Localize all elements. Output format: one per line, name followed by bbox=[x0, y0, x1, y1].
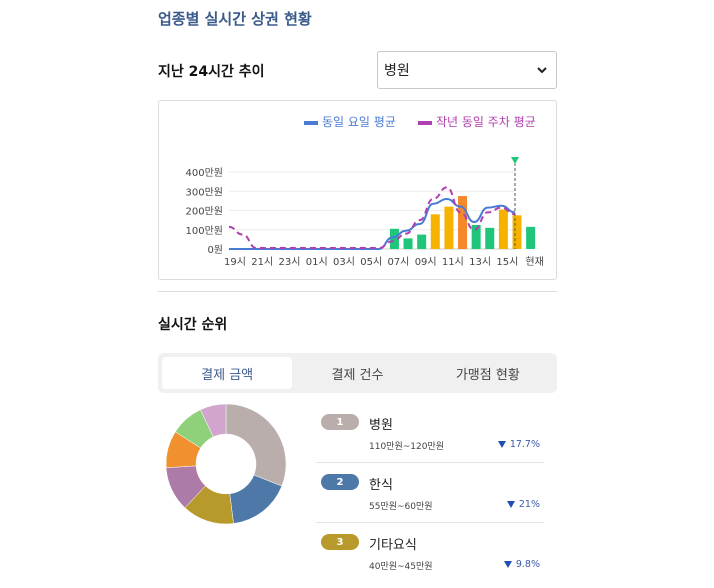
down-triangle-icon bbox=[506, 501, 515, 508]
ranking-item[interactable]: 1 병원 110만원~120만원 17.7% bbox=[316, 403, 544, 463]
legend-weekday-label: 동일 요일 평균 bbox=[322, 115, 396, 129]
legend-lastyear-label: 작년 동일 주차 평균 bbox=[436, 115, 536, 129]
down-triangle-icon bbox=[503, 561, 512, 568]
y-tick-label: 300만원 bbox=[186, 186, 224, 198]
y-tick-label: 200만원 bbox=[186, 206, 224, 218]
rank-name: 한식 bbox=[369, 478, 393, 493]
rank-change: 17.7% bbox=[497, 439, 540, 450]
ranking-donut-chart bbox=[165, 403, 287, 525]
rank-name: 기타요식 bbox=[369, 538, 417, 553]
chart-bar bbox=[512, 215, 522, 249]
y-tick-label: 100만원 bbox=[186, 225, 224, 237]
x-tick-label: 현재 bbox=[525, 256, 543, 268]
tab-payment-amount[interactable]: 결제 금액 bbox=[162, 357, 293, 389]
rank-range: 110만원~120만원 bbox=[369, 442, 445, 452]
rank-change-value: 9.8% bbox=[515, 559, 540, 570]
trend-chart-svg: 동일 요일 평균 작년 동일 주차 평균 400만원 300만원 200만원 100만… bbox=[186, 115, 544, 268]
rank-range: 55만원~60만원 bbox=[369, 502, 433, 512]
rank-change-value: 17.7% bbox=[509, 439, 540, 450]
rank-badge: 2 bbox=[321, 474, 359, 490]
industry-select[interactable]: 병원 bbox=[377, 51, 557, 89]
x-tick-label: 01시 bbox=[306, 256, 328, 268]
current-time-marker-icon bbox=[511, 157, 519, 164]
chart-bar bbox=[485, 227, 495, 249]
chart-bar bbox=[471, 224, 481, 249]
ranking-item[interactable]: 2 한식 55만원~60만원 21% bbox=[316, 463, 544, 523]
industry-select-value: 병원 bbox=[384, 63, 410, 79]
chart-bar bbox=[417, 234, 427, 249]
tab-merchant-status[interactable]: 가맹점 현황 bbox=[455, 367, 520, 383]
chart-bar bbox=[458, 196, 468, 249]
x-tick-label: 09시 bbox=[415, 256, 437, 268]
ranking-label: 실시간 순위 bbox=[158, 317, 228, 333]
donut-slice[interactable] bbox=[200, 403, 227, 438]
x-tick-label: 23시 bbox=[279, 256, 301, 268]
lastyear-avg-line bbox=[228, 186, 516, 250]
chart-bar bbox=[444, 206, 454, 249]
trend-label: 지난 24시간 추이 bbox=[158, 64, 265, 80]
rank-badge: 1 bbox=[321, 414, 359, 430]
x-tick-label: 07시 bbox=[387, 256, 409, 268]
x-tick-label: 05시 bbox=[360, 256, 382, 268]
chart-bar bbox=[526, 226, 536, 249]
chart-bar bbox=[403, 238, 413, 249]
section-divider bbox=[158, 291, 557, 292]
page-title: 업종별 실시간 상권 현황 bbox=[158, 10, 312, 28]
ranking-list: 1 병원 110만원~120만원 17.7% 2 한식 55만원~60만원 21… bbox=[316, 403, 544, 583]
trend-chart: 동일 요일 평균 작년 동일 주차 평균 400만원 300만원 200만원 100만… bbox=[158, 100, 557, 280]
ranking-item[interactable]: 3 기타요식 40만원~45만원 9.8% bbox=[316, 523, 544, 583]
rank-range: 40만원~45만원 bbox=[369, 562, 433, 572]
chevron-down-icon bbox=[537, 67, 547, 74]
chart-bar bbox=[389, 228, 399, 249]
rank-change: 9.8% bbox=[503, 559, 540, 570]
donut-slice[interactable] bbox=[225, 403, 287, 487]
ranking-tabs: 결제 금액 결제 건수 가맹점 현황 bbox=[158, 353, 557, 393]
rank-badge: 3 bbox=[321, 534, 359, 550]
y-tick-label: 0원 bbox=[207, 244, 223, 256]
x-tick-label: 19시 bbox=[224, 256, 246, 268]
chart-bar bbox=[430, 214, 440, 249]
rank-change-value: 21% bbox=[518, 499, 540, 510]
y-tick-label: 400만원 bbox=[186, 167, 224, 179]
legend-weekday-swatch bbox=[304, 121, 318, 125]
x-tick-label: 21시 bbox=[251, 256, 273, 268]
rank-name: 병원 bbox=[369, 418, 393, 433]
x-tick-label: 11시 bbox=[442, 256, 464, 268]
rank-change: 21% bbox=[506, 499, 540, 510]
legend-lastyear-swatch bbox=[418, 121, 432, 125]
x-tick-label: 15시 bbox=[496, 256, 518, 268]
down-triangle-icon bbox=[497, 441, 506, 448]
x-tick-label: 03시 bbox=[333, 256, 355, 268]
tab-payment-count[interactable]: 결제 건수 bbox=[331, 367, 384, 383]
x-tick-label: 13시 bbox=[469, 256, 491, 268]
chart-bar bbox=[498, 209, 508, 249]
